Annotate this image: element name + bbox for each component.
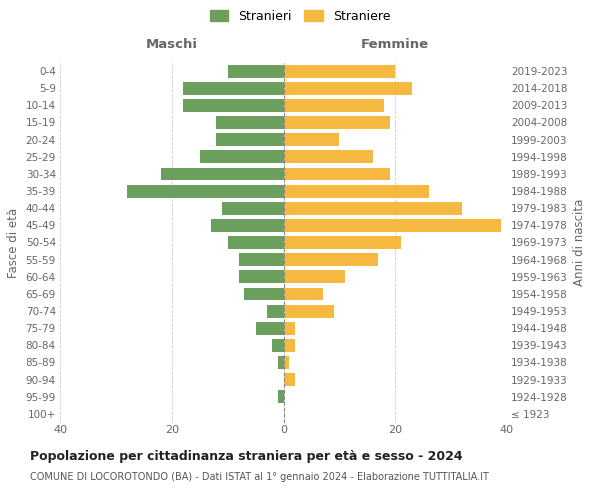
Bar (284, 322, 295, 334)
Bar (284, 150, 373, 163)
Bar (284, 133, 340, 146)
Bar (227, 236, 284, 249)
Bar (272, 339, 284, 352)
Bar (284, 184, 429, 198)
Bar (217, 116, 284, 129)
Bar (284, 356, 289, 369)
Bar (284, 219, 502, 232)
Bar (127, 184, 284, 198)
Bar (284, 202, 463, 214)
Bar (217, 133, 284, 146)
Bar (284, 99, 384, 112)
Text: COMUNE DI LOCOROTONDO (BA) - Dati ISTAT al 1° gennaio 2024 - Elaborazione TUTTIT: COMUNE DI LOCOROTONDO (BA) - Dati ISTAT … (30, 472, 489, 482)
Bar (183, 99, 284, 112)
Text: Femmine: Femmine (361, 38, 430, 51)
Bar (284, 288, 323, 300)
Bar (183, 82, 284, 94)
Bar (267, 304, 284, 318)
Bar (239, 253, 284, 266)
Bar (284, 116, 389, 129)
Text: Maschi: Maschi (146, 38, 198, 51)
Bar (284, 168, 389, 180)
Y-axis label: Anni di nascita: Anni di nascita (574, 199, 586, 286)
Bar (239, 270, 284, 283)
Bar (284, 373, 295, 386)
Legend: Stranieri, Straniere: Stranieri, Straniere (205, 5, 395, 28)
Bar (278, 390, 284, 403)
Bar (222, 202, 284, 214)
Bar (244, 288, 284, 300)
Bar (284, 339, 295, 352)
Bar (284, 304, 334, 318)
Bar (284, 64, 395, 78)
Bar (278, 356, 284, 369)
Bar (211, 219, 284, 232)
Bar (256, 322, 284, 334)
Bar (161, 168, 284, 180)
Bar (284, 270, 345, 283)
Bar (284, 236, 401, 249)
Text: Popolazione per cittadinanza straniera per età e sesso - 2024: Popolazione per cittadinanza straniera p… (30, 450, 463, 463)
Bar (227, 64, 284, 78)
Bar (284, 253, 379, 266)
Bar (284, 82, 412, 94)
Y-axis label: Fasce di età: Fasce di età (7, 208, 20, 278)
Bar (200, 150, 284, 163)
